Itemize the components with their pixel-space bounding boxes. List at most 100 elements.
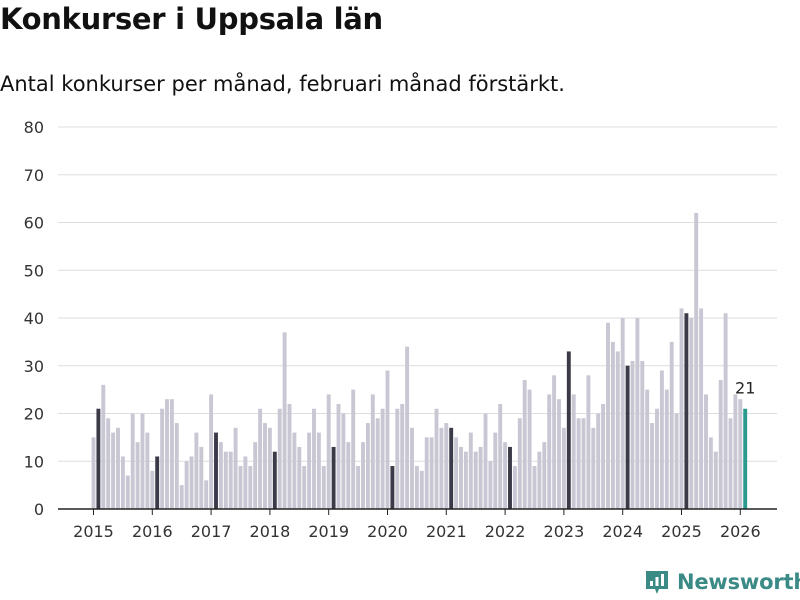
x-tick-label: 2020 [367, 522, 408, 541]
bar-chart-pin-icon [646, 571, 668, 594]
x-tick-label: 2015 [73, 522, 114, 541]
logo-text: Newsworthy [677, 570, 800, 594]
bar [733, 394, 738, 509]
bar [400, 403, 405, 509]
bar [718, 380, 723, 509]
bar [312, 408, 316, 509]
bar [454, 437, 459, 509]
bar [346, 442, 351, 509]
bar [738, 399, 743, 509]
bar [165, 399, 169, 509]
chart-subtitle: Antal konkurser per månad, februari måna… [0, 72, 565, 96]
bar [640, 360, 645, 509]
y-tick-label: 80 [24, 118, 44, 137]
bar [375, 418, 380, 509]
bar [395, 408, 400, 509]
bar [606, 322, 610, 509]
bar [503, 442, 508, 509]
bar [336, 403, 341, 509]
bar [419, 470, 424, 509]
bar [434, 408, 439, 509]
bar [561, 427, 566, 509]
bar [101, 384, 106, 509]
x-tick-label: 2016 [132, 522, 173, 541]
bar [214, 432, 218, 509]
bar [307, 432, 312, 509]
y-tick-label: 30 [24, 357, 44, 376]
bar [473, 451, 478, 509]
bar [488, 461, 493, 509]
latest-value-label: 21 [735, 379, 755, 398]
bar [522, 380, 527, 509]
bar [174, 423, 179, 509]
bar [385, 370, 390, 509]
bar [571, 394, 576, 509]
bar [610, 341, 615, 509]
x-tick-label: 2022 [485, 522, 526, 541]
bar [684, 313, 689, 509]
bar [694, 212, 699, 509]
bar [125, 475, 130, 509]
bar [228, 451, 233, 509]
bar [111, 432, 116, 509]
bar [586, 375, 591, 509]
bar [204, 480, 209, 509]
bar [267, 427, 272, 509]
bar [106, 418, 111, 509]
x-tick-label: 2017 [191, 522, 232, 541]
bar [243, 456, 248, 509]
bar [316, 432, 321, 509]
bar [615, 351, 620, 509]
bar [272, 451, 277, 509]
bar [263, 423, 267, 509]
bar [723, 313, 728, 509]
bar [552, 375, 557, 509]
bar [150, 470, 155, 509]
bar [576, 418, 581, 509]
y-tick-label: 0 [34, 500, 44, 519]
bar [91, 437, 96, 509]
y-tick-label: 10 [24, 452, 44, 471]
bar [650, 423, 655, 509]
bar [566, 351, 571, 509]
y-tick-label: 40 [24, 309, 44, 328]
bar [655, 408, 659, 509]
bar [331, 446, 336, 509]
bar [116, 427, 120, 509]
bar [679, 308, 684, 509]
bar [704, 394, 708, 509]
bar [302, 466, 307, 509]
bar [581, 418, 586, 509]
bar [542, 442, 547, 509]
bar [370, 394, 375, 509]
bar [449, 427, 454, 509]
bar [512, 466, 517, 509]
bar [341, 413, 346, 509]
x-tick-label: 2019 [308, 522, 349, 541]
bar [218, 442, 223, 509]
bar [326, 394, 331, 509]
bar [664, 389, 669, 509]
bar [223, 451, 228, 509]
bar [596, 413, 601, 509]
bar [669, 341, 674, 509]
bar [169, 399, 174, 509]
bar [361, 442, 365, 509]
bar [321, 466, 326, 509]
bar [429, 437, 434, 509]
bar [708, 437, 713, 509]
x-tick-label: 2018 [250, 522, 291, 541]
bar [96, 408, 101, 509]
bar [699, 308, 704, 509]
bar [645, 389, 650, 509]
bar [282, 332, 287, 509]
bar [365, 423, 370, 509]
bar [209, 394, 214, 509]
bar [258, 408, 263, 509]
axes: 0 10 20 30 40 50 60 70 80 2015 2016 2017 2018 2019 202… [24, 118, 777, 541]
bar [424, 437, 429, 509]
bar [194, 432, 199, 509]
grid-lines [58, 126, 777, 462]
bar [498, 403, 503, 509]
